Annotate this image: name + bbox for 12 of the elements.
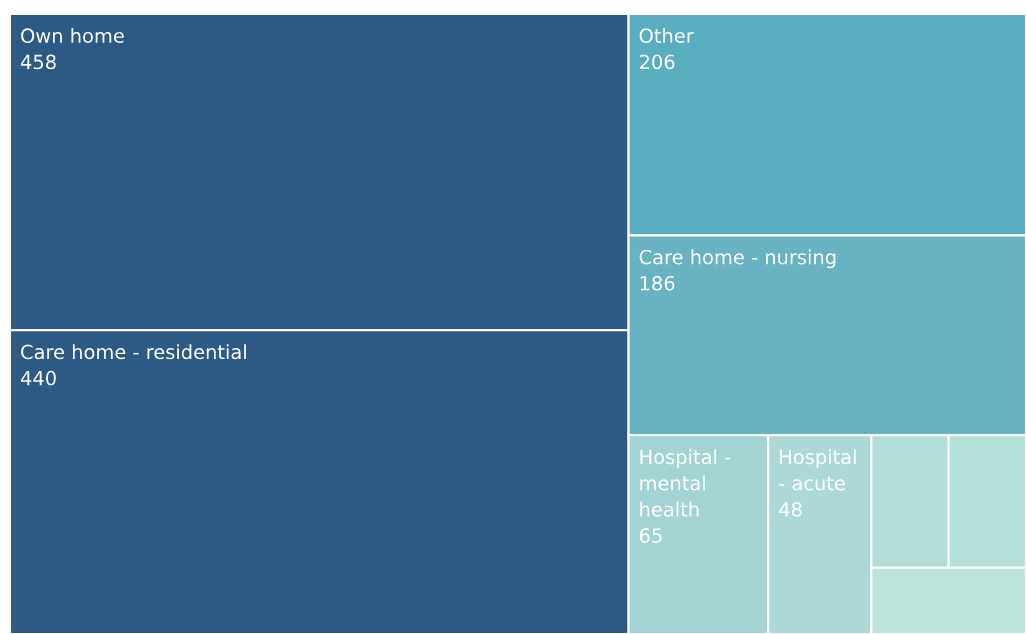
category-label: Hospital - acute (779, 449, 856, 491)
data-label: 206 (639, 54, 675, 70)
category-label: Care home - nursing (639, 249, 836, 269)
data-label: 186 (640, 275, 675, 291)
category-label: Hospital - mental health (640, 449, 731, 517)
category-label: Other (639, 28, 694, 44)
data-label: 65 (639, 528, 662, 543)
data-label: 440 (20, 370, 56, 386)
data-label: 48 (779, 501, 802, 517)
category-label: Care home - residential (21, 344, 246, 360)
category-label: Own home (21, 28, 124, 44)
data-label: 458 (20, 54, 56, 70)
